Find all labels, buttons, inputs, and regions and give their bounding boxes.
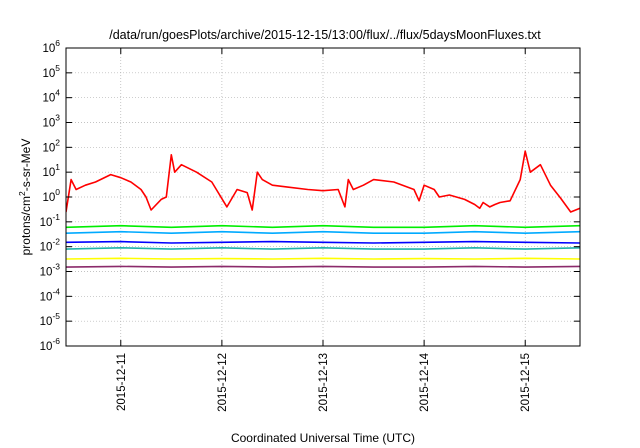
- chart-title: /data/run/goesPlots/archive/2015-12-15/1…: [109, 28, 541, 42]
- series-line: [66, 265, 580, 268]
- series-line: [66, 247, 580, 250]
- y-tick-label: 106: [42, 38, 60, 55]
- x-axis-label: Coordinated Universal Time (UTC): [231, 431, 415, 445]
- series-line: [66, 224, 580, 229]
- grid: [66, 48, 580, 346]
- y-tick-label: 100: [42, 187, 60, 204]
- y-tick-label: 10-5: [40, 311, 61, 328]
- x-tick-labels: 2015-12-11 2015-12-12 2015-12-13 2015-12-14…: [116, 352, 532, 411]
- x-tick-label: 2015-12-14: [419, 352, 431, 411]
- y-axis-label: protons/cm2-s-sr-MeV: [17, 139, 33, 256]
- series-line: [66, 150, 580, 213]
- y-tick-label: 10-4: [40, 286, 61, 303]
- x-tick-label: 2015-12-15: [520, 353, 532, 412]
- series-line: [66, 230, 580, 234]
- x-tick-label: 2015-12-11: [116, 353, 128, 411]
- series-line: [66, 240, 580, 244]
- y-tick-label: 105: [42, 63, 60, 80]
- plot-frame: [65, 47, 581, 347]
- y-tick-label: 102: [42, 137, 60, 154]
- y-tick-label: 10-1: [40, 212, 61, 229]
- axis-ticks: [66, 47, 580, 347]
- y-tick-label: 101: [42, 162, 60, 179]
- series-line: [66, 257, 580, 260]
- y-tick-label: 104: [42, 88, 60, 105]
- y-tick-label: 10-6: [40, 336, 61, 353]
- y-tick-label: 10-2: [40, 237, 61, 254]
- x-tick-label: 2015-12-13: [318, 353, 330, 412]
- y-tick-label: 10-3: [40, 262, 61, 279]
- y-tick-label: 103: [42, 113, 60, 130]
- x-tick-label: 2015-12-12: [217, 353, 229, 412]
- y-tick-labels: 10-6 10-5 10-4 10-3 10-2 10-1 100 101 102 103 104 1…: [40, 38, 61, 353]
